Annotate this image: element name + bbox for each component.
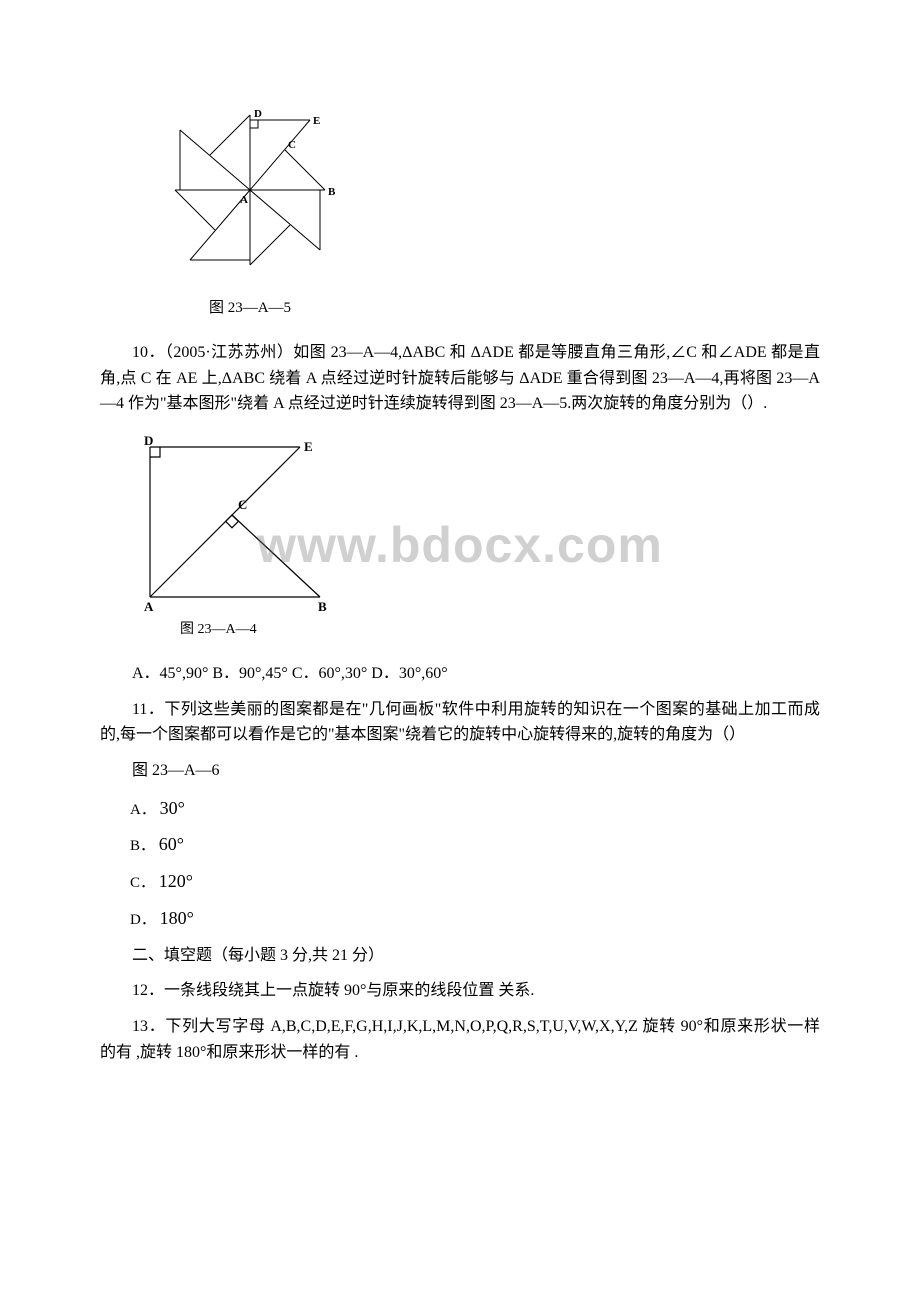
question-11-text: 11．下列这些美丽的图案都是在"几何画板"软件中利用旋转的知识在一个图案的基础上…	[100, 697, 820, 748]
question-10-options: A．45°,90° B．90°,45° C．60°,30° D．30°,60°	[100, 661, 820, 687]
label-c: C	[288, 139, 296, 151]
label-a2: A	[144, 599, 154, 614]
triangle-svg: D E C A B	[120, 427, 350, 617]
label-d2: D	[144, 433, 153, 448]
option-d: D． 180°	[130, 904, 820, 933]
option-c-value: 120°	[159, 871, 193, 891]
figure-23-a-4-caption: 图 23—A—4	[180, 619, 820, 641]
label-a: A	[240, 194, 248, 206]
option-d-prefix: D．	[130, 912, 156, 928]
page: A B C D E 图 23—A—5 10．（2005·江苏苏州）如图 23—A…	[0, 0, 920, 1302]
figure-23-a-5-caption: 图 23—A—5	[140, 296, 360, 320]
figure-23-a-5: A B C D E 图 23—A—5	[140, 60, 820, 320]
option-c: C． 120°	[130, 867, 820, 896]
label-d: D	[254, 108, 262, 120]
option-d-value: 180°	[160, 908, 194, 928]
label-b: B	[328, 186, 336, 198]
label-e: E	[313, 115, 320, 127]
label-c2: C	[238, 497, 247, 512]
question-10-text: 10．（2005·江苏苏州）如图 23—A—4,ΔABC 和 ΔADE 都是等腰…	[100, 340, 820, 417]
question-13-text: 13．下列大写字母 A,B,C,D,E,F,G,H,I,J,K,L,M,N,O,…	[100, 1014, 820, 1065]
option-c-prefix: C．	[130, 875, 155, 891]
option-a: A． 30°	[130, 794, 820, 823]
option-b-value: 60°	[159, 834, 184, 854]
option-a-prefix: A．	[130, 802, 156, 818]
option-b: B． 60°	[130, 830, 820, 859]
pinwheel-svg: A B C D E	[140, 60, 360, 290]
section-2-heading: 二、填空题（每小题 3 分,共 21 分）	[132, 943, 820, 969]
question-12-text: 12．一条线段绕其上一点旋转 90°与原来的线段位置 关系.	[100, 978, 820, 1004]
option-a-value: 30°	[160, 798, 185, 818]
option-b-prefix: B．	[130, 838, 155, 854]
label-e2: E	[304, 439, 313, 454]
label-b2: B	[318, 599, 327, 614]
question-11-figref: 图 23—A—6	[132, 758, 820, 784]
